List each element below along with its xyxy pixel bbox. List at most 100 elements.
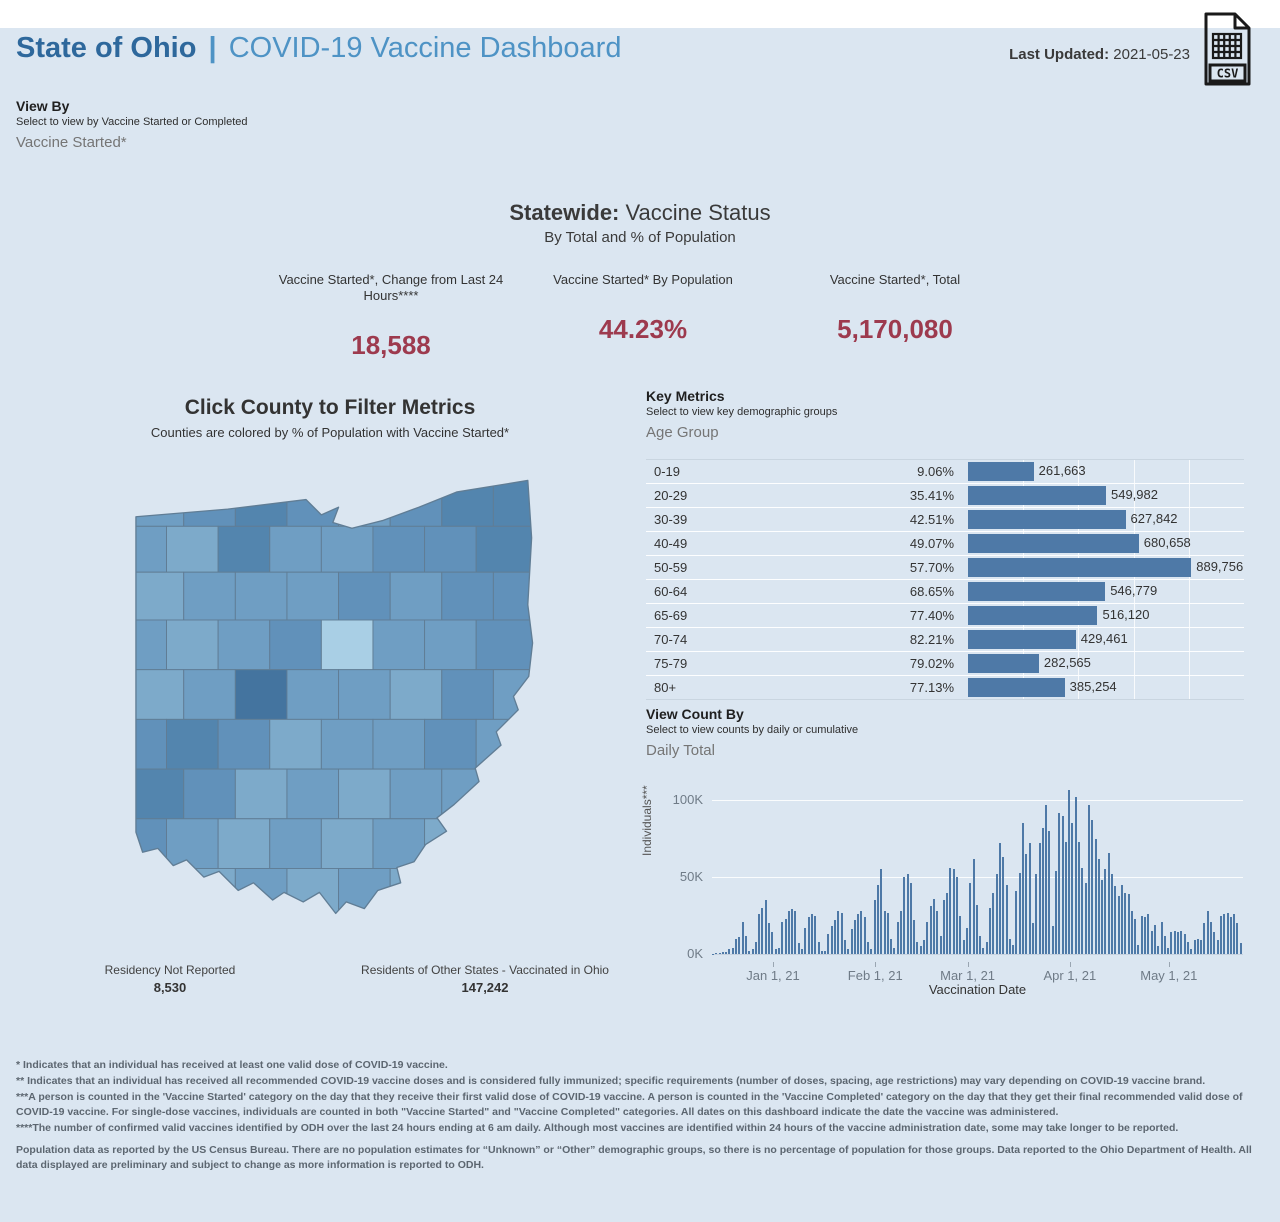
daily-bar[interactable] bbox=[906, 874, 909, 954]
daily-bar[interactable] bbox=[1055, 871, 1057, 954]
county-shape[interactable] bbox=[115, 619, 167, 671]
daily-bar[interactable] bbox=[1018, 872, 1021, 954]
daily-bar[interactable] bbox=[814, 915, 817, 954]
county-shape[interactable] bbox=[286, 480, 340, 527]
daily-bar[interactable] bbox=[1081, 867, 1084, 954]
daily-bar[interactable] bbox=[936, 910, 939, 954]
daily-bar[interactable] bbox=[751, 949, 754, 954]
county-shape[interactable] bbox=[338, 768, 391, 820]
county-shape[interactable] bbox=[269, 619, 322, 671]
county-shape[interactable] bbox=[492, 669, 544, 720]
daily-bar[interactable] bbox=[1170, 932, 1173, 954]
daily-bar[interactable] bbox=[1107, 852, 1110, 954]
daily-bar[interactable] bbox=[929, 906, 932, 954]
county-shape[interactable] bbox=[475, 818, 544, 869]
county-shape[interactable] bbox=[389, 480, 443, 527]
daily-bar[interactable] bbox=[758, 914, 761, 954]
county-shape[interactable] bbox=[320, 818, 374, 869]
daily-bar[interactable] bbox=[1041, 827, 1044, 954]
daily-bar[interactable] bbox=[721, 952, 724, 954]
daily-bar[interactable] bbox=[1005, 884, 1008, 954]
daily-bar[interactable] bbox=[728, 949, 731, 954]
csv-download-icon[interactable]: CSV bbox=[1202, 12, 1252, 86]
daily-bar[interactable] bbox=[939, 935, 942, 954]
count-bar[interactable] bbox=[968, 654, 1039, 673]
count-bar[interactable] bbox=[968, 606, 1098, 625]
daily-bar[interactable] bbox=[1140, 915, 1143, 954]
county-shape[interactable] bbox=[217, 619, 271, 671]
daily-bar[interactable] bbox=[830, 926, 833, 954]
daily-bar[interactable] bbox=[1038, 843, 1041, 954]
county-shape[interactable] bbox=[424, 525, 477, 573]
daily-bar[interactable] bbox=[735, 938, 738, 954]
table-row[interactable]: 50-59 57.70% 889,756 bbox=[646, 556, 1244, 580]
county-shape[interactable] bbox=[166, 718, 219, 770]
county-shape[interactable] bbox=[286, 571, 340, 621]
county-shape[interactable] bbox=[166, 818, 219, 869]
daily-bar[interactable] bbox=[837, 910, 840, 954]
daily-bar[interactable] bbox=[1219, 915, 1222, 954]
daily-bar[interactable] bbox=[1200, 940, 1203, 954]
count-bar[interactable] bbox=[968, 534, 1139, 553]
county-shape[interactable] bbox=[389, 571, 443, 621]
daily-bar[interactable] bbox=[1144, 917, 1147, 954]
county-shape[interactable] bbox=[338, 669, 391, 720]
daily-bar[interactable] bbox=[979, 935, 982, 954]
daily-bar[interactable] bbox=[807, 917, 810, 954]
daily-bar[interactable] bbox=[1078, 841, 1081, 954]
daily-bar[interactable] bbox=[857, 914, 860, 954]
daily-bar[interactable] bbox=[715, 953, 718, 954]
county-shape[interactable] bbox=[441, 571, 494, 621]
daily-bar[interactable] bbox=[748, 950, 751, 954]
daily-bar[interactable] bbox=[787, 910, 790, 954]
daily-bar[interactable] bbox=[876, 884, 879, 954]
daily-bar[interactable] bbox=[794, 910, 797, 954]
daily-bar[interactable] bbox=[1091, 820, 1094, 954]
daily-bar[interactable] bbox=[1012, 944, 1015, 954]
daily-bar[interactable] bbox=[1015, 890, 1018, 954]
daily-bar[interactable] bbox=[870, 949, 873, 954]
daily-bar[interactable] bbox=[840, 912, 843, 954]
county-shape[interactable] bbox=[424, 818, 477, 869]
county-shape[interactable] bbox=[234, 571, 288, 621]
daily-bar[interactable] bbox=[801, 949, 804, 954]
daily-bar[interactable] bbox=[896, 921, 899, 954]
daily-bar[interactable] bbox=[810, 914, 813, 954]
county-shape[interactable] bbox=[166, 619, 219, 671]
daily-bar[interactable] bbox=[741, 921, 744, 954]
daily-bar[interactable] bbox=[1180, 930, 1183, 954]
key-metrics-dropdown[interactable]: Age Group bbox=[646, 424, 719, 441]
daily-bar[interactable] bbox=[985, 941, 988, 954]
count-bar[interactable] bbox=[968, 510, 1126, 529]
county-shape[interactable] bbox=[183, 571, 236, 621]
county-shape[interactable] bbox=[183, 669, 236, 720]
daily-bar[interactable] bbox=[843, 940, 846, 954]
daily-bar[interactable] bbox=[1101, 880, 1104, 954]
daily-bar[interactable] bbox=[738, 937, 741, 954]
count-bar[interactable] bbox=[968, 678, 1065, 697]
daily-bar[interactable] bbox=[1025, 854, 1028, 954]
daily-bar[interactable] bbox=[913, 920, 916, 954]
daily-bar[interactable] bbox=[1233, 914, 1236, 954]
county-shape[interactable] bbox=[132, 480, 185, 527]
chart-plot-area[interactable]: 0K 50K 100K Jan 1, 21 Feb 1, 21 Mar 1, 21 Apr … bbox=[673, 768, 1243, 983]
daily-bar[interactable] bbox=[916, 941, 919, 954]
county-shape[interactable] bbox=[286, 868, 340, 929]
daily-bar[interactable] bbox=[1160, 921, 1163, 954]
daily-bar[interactable] bbox=[1120, 884, 1123, 954]
daily-bar[interactable] bbox=[1117, 895, 1120, 954]
county-shape[interactable] bbox=[372, 718, 426, 770]
daily-bar[interactable] bbox=[1229, 917, 1232, 954]
ohio-county-choropleth[interactable] bbox=[113, 470, 545, 942]
daily-bar[interactable] bbox=[817, 941, 820, 954]
daily-bar[interactable] bbox=[969, 883, 972, 954]
county-shape[interactable] bbox=[132, 571, 185, 621]
daily-bar[interactable] bbox=[847, 949, 850, 954]
daily-bar[interactable] bbox=[1061, 815, 1064, 954]
daily-bar[interactable] bbox=[1177, 932, 1180, 954]
daily-bar[interactable] bbox=[903, 877, 906, 954]
county-shape[interactable] bbox=[441, 868, 494, 929]
daily-bar[interactable] bbox=[771, 932, 774, 954]
county-shape[interactable] bbox=[338, 480, 391, 527]
daily-bar[interactable] bbox=[998, 843, 1001, 954]
